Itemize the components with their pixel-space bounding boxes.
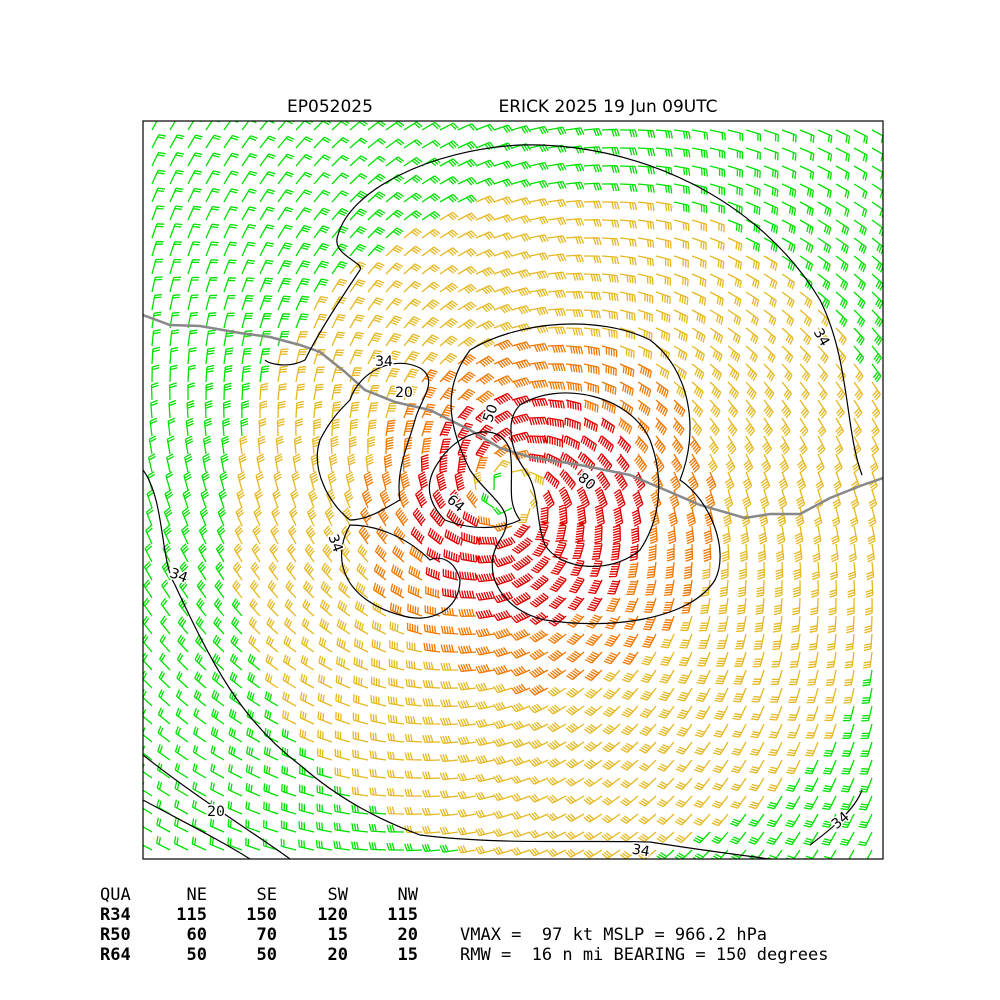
table-cell: 120	[317, 905, 348, 925]
plot-frame	[142, 120, 884, 860]
table-cell: 115	[176, 905, 207, 925]
contour	[143, 754, 291, 859]
contour-label: 64	[443, 492, 467, 516]
table-header: QUA	[100, 885, 131, 905]
table-header: NE	[187, 885, 207, 905]
contour-label: 34	[631, 842, 651, 861]
contour-label: 20	[207, 804, 225, 820]
wind-barbs	[232, 195, 881, 859]
title-right: ERICK 2025 19 Jun 09UTC	[499, 97, 718, 117]
wind-field	[143, 121, 883, 859]
contour-label: 34	[375, 354, 393, 370]
coastline-layer	[143, 144, 883, 859]
table-cell: 20	[398, 925, 418, 945]
table-header: SE	[257, 885, 277, 905]
contour-label: 20	[395, 385, 413, 401]
contour	[143, 799, 251, 859]
coastline	[143, 313, 883, 520]
contour	[316, 362, 430, 521]
wind-barbs	[143, 121, 883, 859]
table-header: SW	[328, 885, 349, 905]
table-cell: 15	[328, 925, 348, 945]
contour-label: 34	[829, 809, 853, 833]
table-cell: 60	[187, 925, 207, 945]
table-cell: 20	[328, 945, 348, 965]
row-label: R34	[100, 905, 131, 925]
contours	[143, 144, 863, 859]
contour	[510, 392, 660, 568]
contour-label: 50	[480, 402, 501, 424]
table-header: NW	[398, 885, 419, 905]
table-cell: 70	[257, 925, 277, 945]
table-cell: 115	[387, 905, 418, 925]
contour	[450, 323, 721, 625]
table-cell: 150	[246, 905, 277, 925]
table-cell: 50	[187, 945, 207, 965]
row-label: R50	[100, 925, 131, 945]
row-label: R64	[100, 945, 131, 965]
wind-barbs	[410, 392, 646, 627]
contour	[341, 524, 461, 619]
title-left: EP052025	[287, 97, 373, 117]
contour	[809, 789, 863, 846]
table-cell: 50	[257, 945, 277, 965]
contour	[264, 144, 863, 476]
table-cell: 15	[398, 945, 418, 965]
contour	[428, 431, 521, 529]
contour	[143, 469, 771, 859]
summary-line: VMAX = 97 kt MSLP = 966.2 hPa	[460, 925, 767, 945]
summary-line: RMW = 16 n mi BEARING = 150 degrees	[460, 945, 828, 965]
contour-label: 34	[810, 326, 833, 350]
